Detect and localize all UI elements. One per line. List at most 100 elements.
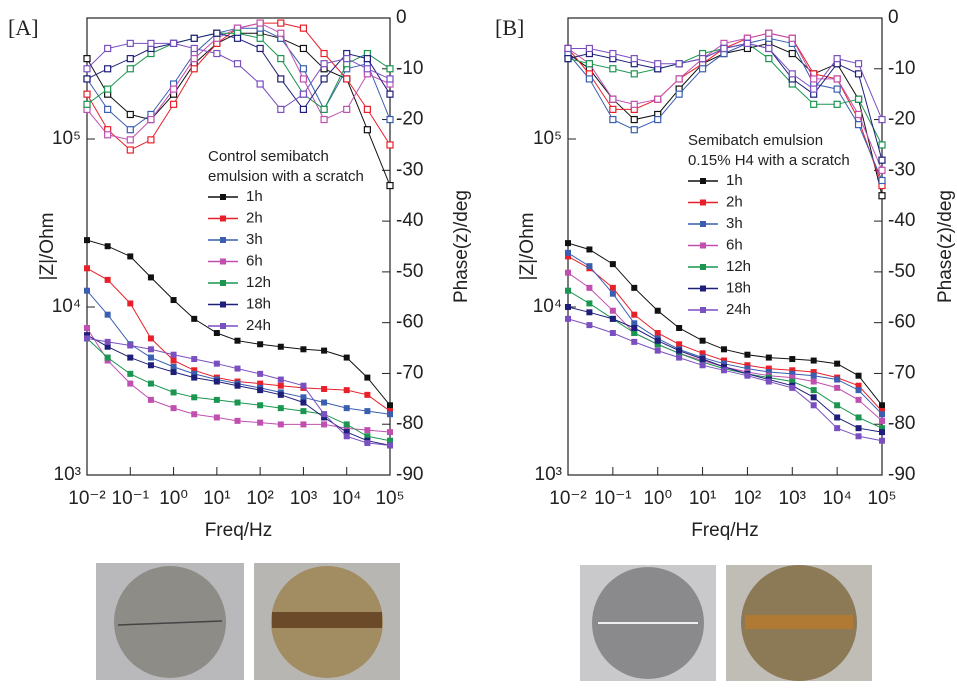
phase-marker: [320, 105, 328, 114]
panel-label: [A]: [8, 15, 39, 40]
impedance-marker: [720, 360, 727, 367]
impedance-marker: [84, 335, 90, 342]
x-tick-label: 10⁵: [375, 488, 404, 509]
phase-marker: [854, 95, 863, 103]
impedance-marker: [364, 374, 371, 381]
y2-tick-label: -50: [396, 261, 423, 282]
impedance-marker: [834, 402, 841, 409]
chart: [A] 10⁻² 10⁻¹ 10⁰ 10¹ 10² 10³ 10⁴ 10⁵ 10³ 10⁴ 10⁵ -9…: [8, 7, 472, 541]
impedance-marker: [654, 330, 661, 337]
impedance-marker: [810, 394, 817, 401]
impedance-marker: [170, 369, 177, 376]
impedance-marker: [765, 354, 772, 361]
phase-marker: [83, 55, 91, 63]
impedance-marker: [84, 265, 90, 272]
plot-frame: [567, 17, 883, 476]
phase-marker: [654, 95, 662, 103]
impedance-marker: [300, 382, 307, 389]
legend-label: 2h: [246, 209, 263, 226]
impedance-marker: [565, 269, 571, 276]
impedance-marker: [257, 419, 264, 426]
impedance-marker: [257, 387, 264, 394]
impedance-marker: [810, 387, 817, 394]
impedance-marker: [586, 263, 593, 270]
phase-marker: [83, 100, 91, 108]
phase-marker: [630, 126, 638, 134]
chart: [B] 10⁻² 10⁻¹ 10⁰ 10¹ 10² 10³ 10⁴ 10⁵ 10³ 10⁴ 10⁵ -9…: [495, 7, 956, 541]
x-tick-label: 10⁴: [332, 488, 361, 509]
x-axis-label: Freq/Hz: [691, 520, 759, 541]
y2-tick-label: -30: [396, 159, 423, 180]
phase-marker: [878, 115, 886, 124]
phase-marker: [564, 44, 572, 53]
phase-marker: [169, 85, 178, 93]
impedance-marker: [744, 365, 751, 372]
legend-label: 6h: [726, 236, 743, 253]
phase-marker: [609, 49, 617, 58]
y2-tick-label: -70: [396, 362, 423, 383]
x-tick-label: 10¹: [689, 488, 716, 509]
phase-marker: [277, 29, 285, 37]
legend-swatch: [220, 215, 226, 222]
impedance-marker: [234, 382, 241, 389]
phase-marker: [854, 70, 863, 78]
impedance-marker: [147, 396, 154, 403]
phase-marker: [878, 156, 886, 164]
phase-marker: [320, 49, 328, 58]
phase-marker: [147, 39, 155, 47]
impedance-marker: [191, 370, 198, 377]
impedance-marker: [609, 261, 616, 268]
impedance-marker: [191, 356, 198, 363]
impedance-marker: [170, 297, 177, 304]
impedance-marker: [586, 284, 593, 291]
phase-marker: [765, 55, 773, 63]
phase-marker: [654, 60, 662, 68]
impedance-marker: [699, 337, 706, 344]
impedance-marker: [234, 337, 241, 344]
legend-swatch: [700, 178, 706, 184]
phase-marker: [213, 49, 221, 58]
y-tick-label: 10⁴: [52, 296, 81, 317]
impedance-marker: [654, 337, 661, 344]
impedance-marker: [789, 384, 796, 391]
phase-marker: [299, 105, 308, 114]
series: [84, 335, 393, 449]
phase-marker: [810, 75, 818, 83]
phase-marker: [256, 44, 264, 53]
phase-marker: [878, 192, 886, 200]
y-tick-label: 10⁵: [533, 128, 562, 149]
impedance-marker: [104, 243, 111, 250]
phase-marker: [854, 121, 863, 129]
y2-tick-label: -60: [396, 312, 423, 333]
impedance-marker: [127, 380, 134, 387]
impedance-marker: [855, 387, 862, 394]
phase-marker: [386, 115, 394, 124]
impedance-marker: [343, 387, 350, 394]
impedance-marker: [364, 440, 371, 447]
phase-marker: [299, 24, 308, 32]
phase-marker: [169, 100, 178, 108]
impedance-marker: [834, 384, 841, 391]
impedance-marker: [277, 343, 284, 350]
phase-marker: [104, 85, 112, 93]
legend-label: 1h: [726, 172, 743, 189]
impedance-marker: [343, 354, 350, 361]
phase-marker: [343, 75, 351, 83]
phase-marker: [854, 110, 863, 119]
impedance-marker: [744, 351, 751, 358]
impedance-marker: [565, 303, 571, 310]
legend-swatch: [220, 237, 226, 243]
impedance-marker: [104, 343, 111, 350]
phase-marker: [343, 105, 351, 114]
y2-axis-label: Phase(z)/deg: [451, 190, 472, 303]
impedance-marker: [879, 411, 885, 418]
impedance-marker: [387, 429, 393, 436]
phase-marker: [833, 85, 841, 93]
impedance-marker: [879, 429, 885, 436]
series: [83, 39, 394, 114]
impedance-marker: [104, 354, 111, 361]
impedance-marker: [104, 276, 111, 283]
phase-marker: [386, 75, 394, 83]
y2-tick-label: -40: [396, 210, 423, 231]
x-tick-label: 10⁵: [867, 488, 896, 509]
